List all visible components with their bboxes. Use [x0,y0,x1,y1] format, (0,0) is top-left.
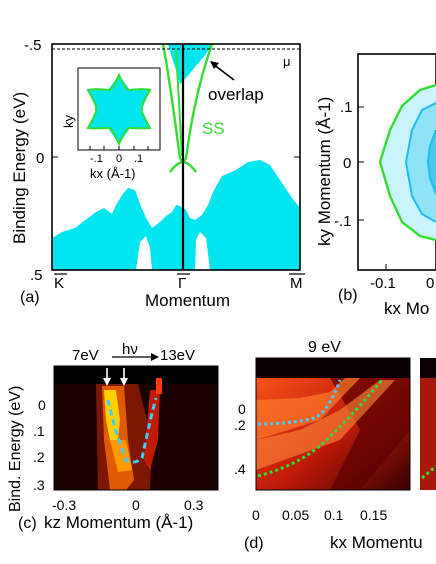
x-tick-label: -0.3 [52,497,76,513]
panel-label: (c) [18,515,37,532]
y-tick-label: .5 [30,267,43,284]
overlap-arrow [212,63,235,81]
panel-label: (d) [244,535,264,552]
x-axis-label: kx Mo [384,299,429,318]
x-tick-label: 0 [426,275,434,292]
y-tick-label: .3 [33,477,45,493]
inset-x-label: kx (Å-1) [90,166,136,181]
x-tick-label: 0 [132,497,140,513]
x-tick-label: Γ [178,275,186,292]
inset-y-label: ky [61,115,76,129]
dispersion-fit-upper [257,379,342,426]
inset-x-tick: 0 [116,153,122,165]
hv-label: hν [122,341,138,358]
y-tick-label: -.5 [24,37,42,54]
mu-label: μ [283,54,291,69]
y-tick-label: -.1 [334,213,352,230]
x-tick-label: 0.05 [282,507,309,523]
x-tick-label: M [290,275,303,292]
hv-high-label: 13eV [160,347,195,364]
y-tick-label: .2 [33,449,45,465]
panel-c: 0 .1 .2 .3 Bind. Energy (eV) -0.3 0 0.3 … [7,341,219,532]
ss-label: SS [202,119,225,138]
bulk-band-region [52,160,300,270]
x-axis-label: kz Momentum (Å-1) [44,513,193,532]
panel-d: 9 eV 0 .2 .4 0 0.05 0.1 0.15 kx Momentu … [234,339,436,552]
x-axis-label: kx Momentu [330,533,423,552]
y-tick-label: .4 [234,461,246,477]
y-tick-label: 0 [36,150,44,167]
x-tick-label: 0.15 [360,507,387,523]
y-tick-label: .2 [234,417,246,433]
hv-low-label: 7eV [72,347,99,364]
panel-label: (b) [338,287,358,304]
x-tick-label: 0 [252,507,260,523]
fermi-contour-middle [404,102,436,223]
panel-a: -.5 0 .5 Binding Energy (eV) K Γ M Momen… [10,37,305,310]
y-tick-label: 0 [238,401,246,417]
y-tick-label: 0 [38,397,46,413]
y-axis-label: Bind. Energy (eV) [7,386,24,512]
y-axis-label: Binding Energy (eV) [10,92,29,244]
x-tick-label: -0.1 [370,275,396,292]
panel-label: (a) [20,289,40,306]
x-tick-label: 0.3 [184,497,204,513]
y-tick-label: .1 [340,99,353,116]
y-axis-label: ky Momentum (Å-1) [315,97,334,246]
dispersion-fit-c [106,397,158,464]
dispersion-fit-lower [257,379,384,478]
x-tick-label: K [54,275,64,292]
inset-fermi-surface: -.1 0 .1 kx (Å-1) ky [61,67,161,181]
x-tick-label: 0.1 [324,507,344,523]
fermi-contour-inner [426,129,436,195]
panel-b: .1 0 -.1 ky Momentum (Å-1) -0.1 0 kx Mo … [315,53,436,318]
inset-x-tick: .1 [134,153,143,165]
overlap-region [168,44,212,84]
inset-x-tick: -.1 [90,153,103,165]
x-axis-label: Momentum [145,291,230,310]
chart-title: 9 eV [308,339,341,356]
y-tick-label: 0 [343,155,351,172]
y-tick-label: .1 [33,423,45,439]
overlap-label: overlap [208,85,264,104]
